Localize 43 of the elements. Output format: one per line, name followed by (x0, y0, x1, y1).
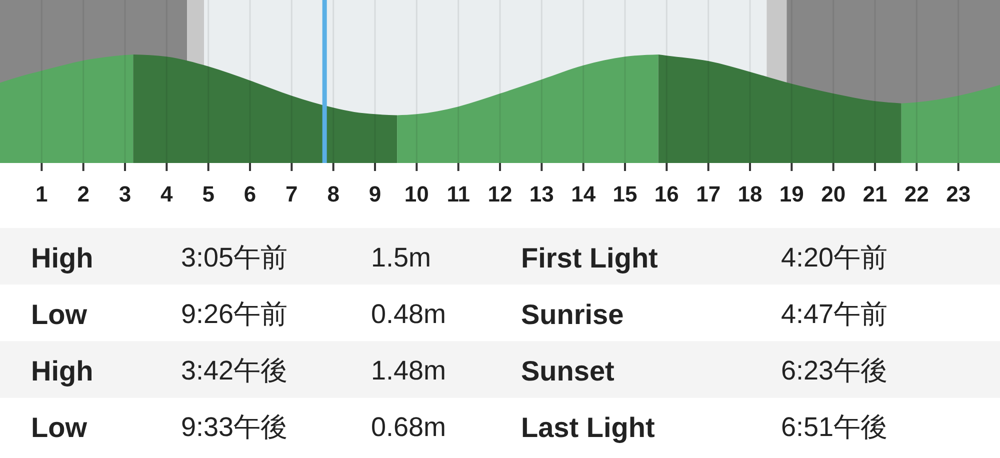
text: Sunset (521, 355, 614, 386)
text: High (31, 242, 94, 273)
x-tick-label: 6 (244, 182, 256, 206)
x-tick-label: 15 (612, 182, 638, 206)
x-tick-label: 11 (446, 182, 470, 206)
x-tick-label: 4 (160, 182, 174, 206)
text: 6:23午後 (781, 356, 888, 386)
text: Low (31, 298, 88, 330)
x-tick-label: 9 (368, 182, 382, 206)
text: 3:42午後 (181, 356, 288, 386)
text: 0.48m (371, 298, 446, 329)
text: 1.48m (371, 356, 446, 386)
x-tick-label: 23 (946, 182, 971, 206)
x-tick-label: 17 (696, 182, 721, 206)
text: 1.5m (371, 242, 432, 272)
x-tick-label: 5 (202, 182, 214, 206)
x-tick-label: 20 (821, 182, 846, 206)
text: 0.68m (371, 412, 446, 442)
text: Sunrise (521, 298, 624, 330)
x-tick-label: 1 (36, 182, 48, 206)
x-tick-label: 13 (529, 182, 554, 206)
x-tick-label: 22 (904, 182, 929, 206)
text: Last Light (521, 412, 655, 443)
x-tick-label: 3 (118, 182, 132, 206)
x-tick-label: 21 (862, 182, 888, 206)
x-tick-label: 12 (488, 182, 512, 206)
x-tick-label: 10 (404, 182, 429, 206)
x-tick-label: 14 (571, 182, 596, 206)
x-tick-label: 18 (738, 182, 762, 206)
x-tick-label: 7 (286, 182, 298, 206)
text: High (31, 355, 94, 386)
text: 6:51午後 (781, 412, 888, 442)
text: 9:26午前 (181, 298, 288, 329)
text: 4:47午前 (781, 298, 888, 329)
text: 4:20午前 (781, 242, 888, 272)
text: 9:33午後 (181, 412, 288, 442)
x-tick-label: 2 (77, 182, 90, 206)
text: Low (31, 412, 88, 443)
text: First Light (521, 242, 658, 273)
x-tick-label: 16 (654, 182, 679, 206)
text: 3:05午前 (181, 242, 288, 272)
x-tick-label: 19 (779, 182, 804, 206)
x-tick-label: 8 (327, 182, 340, 206)
